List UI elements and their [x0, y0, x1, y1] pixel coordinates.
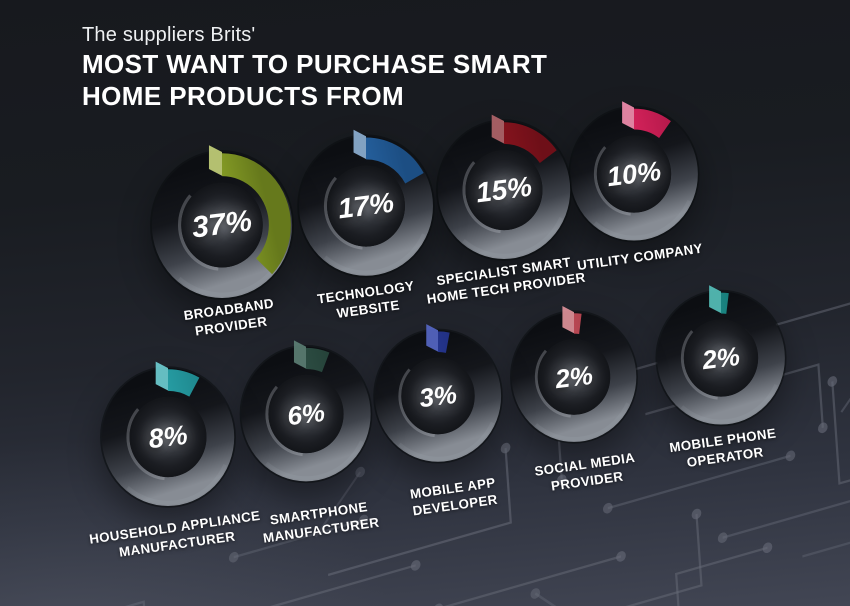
donut-technology-website: 17%: [280, 120, 452, 292]
donut-smartphone-manufacturer: 6%: [223, 331, 389, 497]
donut-mobile-phone-operator: 2%: [639, 276, 803, 440]
donut-ring-graphic: [150, 145, 294, 300]
donut-ring-graphic: [239, 340, 373, 484]
title-line-1: MOST WANT TO PURCHASE SMART: [82, 49, 548, 79]
donut-label-smartphone-manufacturer: SMARTPHONE MANUFACTURER: [262, 499, 381, 546]
donut-ring-graphic: [568, 101, 700, 243]
donut-value: 37%: [190, 204, 254, 245]
donut-broadband-provider: 37%: [132, 135, 312, 315]
donut-utility-company: 10%: [552, 92, 716, 256]
donut-label-mobile-app-developer: MOBILE APP DEVELOPER: [409, 474, 499, 519]
title-line-2: HOME PRODUCTS FROM: [82, 80, 405, 111]
donut-ring-graphic: [297, 129, 435, 278]
header: The suppliers Brits' MOST WANT TO PURCHA…: [82, 24, 547, 112]
donut-ring-graphic: [100, 361, 236, 508]
donut-ring-graphic: [436, 114, 572, 261]
donut-household-appliance-manufacturer: 8%: [83, 352, 253, 522]
subtitle: The suppliers Brits': [82, 24, 256, 46]
donut-specialist-smart-home-tech-provider: 15%: [419, 105, 589, 275]
page-title: MOST WANT TO PURCHASE SMART HOME PRODUCT…: [82, 49, 547, 112]
donut-value: 8%: [146, 419, 190, 454]
